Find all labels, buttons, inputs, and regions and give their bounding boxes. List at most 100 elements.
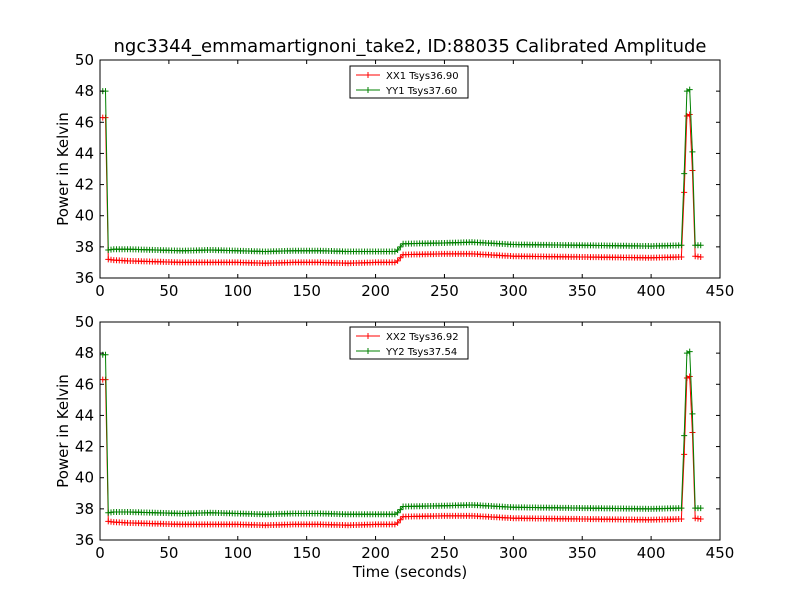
- data-point: [397, 243, 404, 250]
- data-point: [678, 515, 685, 522]
- data-point: [683, 88, 690, 95]
- series-line-2: [102, 88, 701, 253]
- data-point: [697, 505, 704, 512]
- data-point: [391, 511, 398, 518]
- data-point: [689, 410, 696, 417]
- data-point: [394, 257, 401, 264]
- y-tick-label: 46: [75, 113, 94, 131]
- y-axis-label: Power in Kelvin: [54, 112, 72, 226]
- x-tick-label: 400: [637, 282, 666, 300]
- series-markers-2: [99, 86, 704, 255]
- series-line-2: [102, 350, 701, 515]
- legend-marker: [365, 333, 371, 339]
- data-point: [678, 242, 685, 249]
- legend-marker: [365, 348, 371, 354]
- x-tick-label: 300: [499, 544, 528, 562]
- data-point: [681, 170, 688, 177]
- plot-frame: [99, 321, 721, 541]
- data-point: [391, 248, 398, 255]
- data-point: [681, 189, 688, 196]
- x-tick-label: 50: [159, 282, 178, 300]
- data-point: [681, 451, 688, 458]
- data-point: [102, 351, 109, 358]
- y-tick-label: 40: [75, 469, 94, 487]
- data-point: [697, 515, 704, 522]
- legend-marker: [365, 87, 371, 93]
- data-point: [689, 148, 696, 155]
- x-tick-label: 100: [223, 544, 252, 562]
- data-point: [391, 259, 398, 266]
- data-point: [686, 111, 693, 118]
- series-line-1: [102, 113, 701, 264]
- data-point: [397, 516, 404, 523]
- legend-label: XX2 Tsys36.92: [386, 332, 459, 343]
- y-tick-label: 50: [75, 313, 94, 331]
- legend-box: [349, 326, 469, 360]
- data-point: [697, 253, 704, 260]
- legend-label: YY1 Tsys37.60: [385, 86, 457, 97]
- y-tick-label: 44: [75, 406, 94, 424]
- x-tick-label: 200: [361, 282, 390, 300]
- x-tick-label: 0: [95, 544, 105, 562]
- data-point: [686, 348, 693, 355]
- series-markers-1: [99, 111, 704, 267]
- data-point: [683, 113, 690, 120]
- legend-marker: [365, 72, 371, 78]
- x-tick-label: 250: [430, 282, 459, 300]
- x-tick-label: 400: [637, 544, 666, 562]
- y-tick-label: 40: [75, 207, 94, 225]
- data-point: [686, 373, 693, 380]
- y-tick-label: 48: [75, 82, 94, 100]
- x-tick-label: 350: [568, 544, 597, 562]
- y-tick-label: 36: [75, 269, 94, 287]
- legend-box: [349, 65, 469, 99]
- top-panel: 0 50 100 150 200 250 300 350 400 450 36 38 40 42 44 46 4…: [54, 51, 734, 300]
- y-tick-label: 50: [75, 51, 94, 69]
- data-point: [394, 246, 401, 253]
- y-tick-label: 46: [75, 375, 94, 393]
- x-tick-label: 300: [499, 282, 528, 300]
- y-tick-label: 36: [75, 531, 94, 549]
- x-tick-label: 450: [706, 544, 735, 562]
- legend: XX1 Tsys36.90 YY1 Tsys37.60: [349, 65, 469, 99]
- legend-label: XX1 Tsys36.90: [386, 71, 459, 82]
- x-tick-label: 250: [430, 544, 459, 562]
- data-point: [683, 375, 690, 382]
- x-tick-label: 150: [292, 282, 321, 300]
- y-tick-label: 48: [75, 344, 94, 362]
- y-axis-label: Power in Kelvin: [54, 374, 72, 488]
- y-tick-label: 42: [75, 438, 94, 456]
- bottom-panel: 0 50 100 150 200 250 300 350 400 450 36 38 40 42 44 46 4…: [54, 313, 734, 581]
- x-tick-label: 100: [223, 282, 252, 300]
- series-line-1: [102, 375, 701, 526]
- data-point: [686, 86, 693, 93]
- y-tick-label: 38: [75, 500, 94, 518]
- data-point: [394, 519, 401, 526]
- x-tick-label: 200: [361, 544, 390, 562]
- x-axis-label: Time (seconds): [352, 563, 468, 581]
- data-point: [697, 242, 704, 249]
- x-tick-label: 450: [706, 282, 735, 300]
- data-point: [678, 253, 685, 260]
- data-point: [397, 506, 404, 513]
- legend: XX2 Tsys36.92 YY2 Tsys37.54: [349, 326, 469, 360]
- data-point: [394, 509, 401, 516]
- chart-title: ngc3344_emmamartignoni_take2, ID:88035 C…: [113, 36, 706, 57]
- x-tick-label: 150: [292, 544, 321, 562]
- series-markers-1: [99, 373, 704, 529]
- legend-label: YY2 Tsys37.54: [385, 347, 457, 358]
- y-tick-label: 42: [75, 176, 94, 194]
- x-tick-label: 50: [159, 544, 178, 562]
- x-tick-label: 350: [568, 282, 597, 300]
- y-tick-label: 38: [75, 238, 94, 256]
- data-point: [683, 350, 690, 357]
- data-point: [391, 521, 398, 528]
- series-markers-2: [99, 348, 704, 518]
- data-point: [678, 505, 685, 512]
- plot-frame: [99, 59, 721, 279]
- data-point: [397, 254, 404, 261]
- x-tick-label: 0: [95, 282, 105, 300]
- y-tick-label: 44: [75, 144, 94, 162]
- data-point: [681, 432, 688, 439]
